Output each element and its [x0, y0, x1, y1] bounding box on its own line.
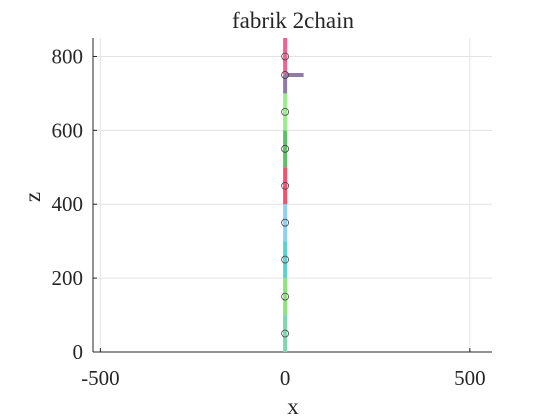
y-tick-label: 400: [52, 192, 84, 216]
axes: [93, 38, 492, 352]
y-tick-label: 200: [52, 266, 84, 290]
y-axis-label: z: [20, 192, 45, 202]
x-tick-label: 500: [454, 366, 486, 390]
grid: [93, 38, 492, 352]
series: [285, 38, 303, 352]
y-tick-label: 600: [52, 118, 84, 142]
x-tick-label: -500: [81, 366, 120, 390]
chart-title: fabrik 2chain: [232, 8, 354, 33]
y-tick-label: 800: [52, 44, 84, 68]
x-tick-label: 0: [280, 366, 291, 390]
x-axis-label: x: [287, 394, 299, 419]
y-tick-label: 0: [73, 340, 84, 364]
